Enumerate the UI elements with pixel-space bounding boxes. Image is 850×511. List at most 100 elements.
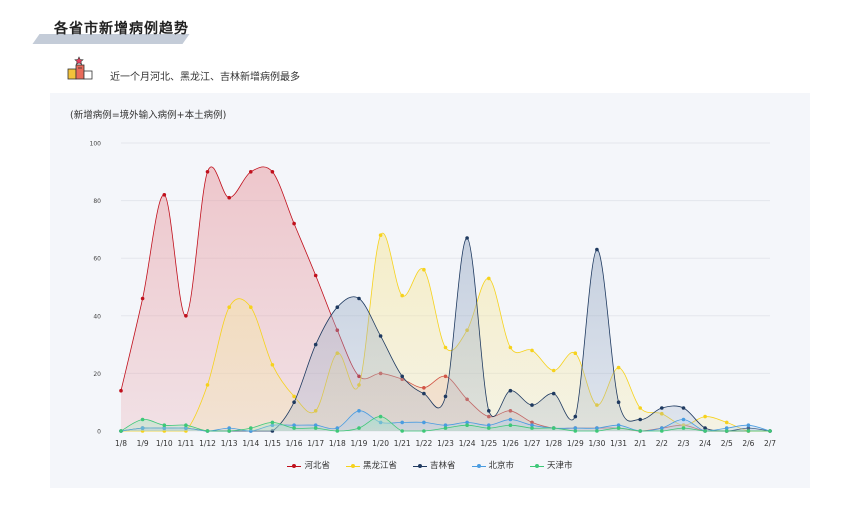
x-tick-label: 1/15 — [264, 439, 281, 448]
data-point — [595, 429, 599, 433]
data-point — [724, 426, 729, 430]
line-chart: 0 20 40 60 80 100 1/8 1/9 1/10 1/11 1/12 1/13 1/14 1/… — [90, 141, 777, 449]
data-point — [681, 406, 686, 410]
data-point — [638, 429, 642, 433]
legend-item[interactable]: 吉林省 — [412, 459, 456, 471]
data-point — [724, 420, 729, 425]
x-tick-label: 2/3 — [677, 439, 689, 448]
legend-swatch — [530, 462, 545, 470]
data-point — [184, 314, 188, 318]
data-point — [227, 195, 231, 200]
data-point — [249, 305, 253, 309]
chart-note: (新增病例=境外输入病例+本土病例) — [70, 110, 227, 121]
data-point — [400, 374, 405, 379]
data-point — [313, 423, 318, 428]
data-point — [313, 273, 318, 278]
legend-item[interactable]: 天津市 — [530, 459, 573, 471]
x-tick-label: 1/27 — [524, 439, 541, 448]
data-point — [292, 394, 296, 399]
data-point — [270, 363, 275, 367]
data-point — [205, 170, 210, 174]
summary-text: 近一个月河北、黑龙江、吉林新增病例最多 — [110, 72, 300, 83]
data-point — [227, 426, 231, 430]
legend-label: 吉林省 — [429, 461, 456, 471]
x-tick-label: 2/4 — [699, 439, 711, 448]
data-point — [313, 342, 318, 347]
y-tick-label: 60 — [93, 256, 101, 263]
data-point — [573, 414, 578, 419]
y-tick-label: 40 — [93, 313, 101, 320]
x-tick-label: 1/10 — [156, 439, 173, 448]
data-point — [508, 345, 513, 350]
x-tick-label: 1/8 — [115, 439, 127, 448]
data-point — [487, 276, 491, 281]
data-point — [551, 368, 556, 373]
legend-item[interactable]: 河北省 — [287, 459, 330, 471]
legend-item[interactable]: 北京市 — [471, 459, 514, 471]
x-tick-label: 1/13 — [221, 439, 238, 448]
data-point — [660, 429, 664, 433]
legend-swatch — [287, 462, 302, 470]
data-point — [205, 429, 210, 433]
data-point — [573, 429, 578, 433]
data-point — [227, 429, 231, 433]
x-tick-label: 1/22 — [415, 439, 432, 448]
legend-swatch — [412, 462, 427, 470]
data-point — [378, 233, 383, 237]
data-point — [357, 296, 361, 301]
data-point — [573, 351, 578, 356]
data-point — [270, 420, 275, 425]
series-area-0 — [121, 166, 770, 431]
x-tick-label: 1/30 — [589, 439, 606, 448]
series-area-2 — [121, 237, 770, 431]
data-point — [573, 426, 578, 430]
data-point — [465, 236, 469, 240]
data-point — [443, 423, 448, 428]
legend-label: 天津市 — [547, 461, 573, 471]
data-point — [443, 394, 448, 399]
x-tick-label: 2/6 — [742, 439, 754, 448]
data-point — [616, 423, 621, 428]
data-point — [660, 426, 664, 430]
data-point — [616, 365, 621, 370]
data-point — [184, 423, 188, 428]
data-point — [595, 426, 599, 430]
data-point — [119, 388, 123, 393]
data-point — [703, 414, 707, 419]
data-point — [422, 429, 426, 433]
x-tick-label: 1/28 — [545, 439, 562, 448]
data-point — [465, 423, 469, 428]
legend-swatch — [471, 462, 486, 470]
data-point — [140, 296, 145, 301]
data-point — [530, 403, 534, 407]
data-point — [205, 383, 210, 387]
data-point — [357, 409, 361, 413]
y-tick-label: 80 — [93, 198, 101, 205]
x-tick-label: 1/24 — [459, 439, 476, 448]
x-tick-label: 1/18 — [329, 439, 346, 448]
x-tick-label: 1/17 — [307, 439, 324, 448]
x-tick-label: 1/26 — [502, 439, 519, 448]
data-point — [227, 305, 231, 309]
x-tick-label: 2/5 — [721, 439, 733, 448]
data-point — [530, 348, 534, 353]
data-point — [443, 426, 448, 430]
data-point — [249, 426, 253, 430]
chart-legend: 河北省 黑龙江省 吉林省 北京市 天津市 — [50, 459, 810, 471]
data-point — [292, 400, 296, 405]
x-tick-label: 1/9 — [137, 439, 149, 448]
legend-item[interactable]: 黑龙江省 — [345, 459, 397, 471]
y-tick-label: 0 — [97, 429, 101, 436]
data-point — [616, 426, 621, 430]
x-tick-label: 1/11 — [177, 439, 194, 448]
data-point — [335, 305, 340, 309]
data-point — [681, 426, 686, 430]
x-tick-label: 2/2 — [656, 439, 668, 448]
data-point — [162, 423, 167, 428]
legend-label: 黑龙江省 — [362, 461, 397, 471]
x-tick-label: 1/25 — [480, 439, 497, 448]
data-point — [616, 400, 621, 405]
data-point — [703, 426, 707, 430]
data-point — [530, 426, 534, 430]
data-point — [638, 406, 642, 410]
